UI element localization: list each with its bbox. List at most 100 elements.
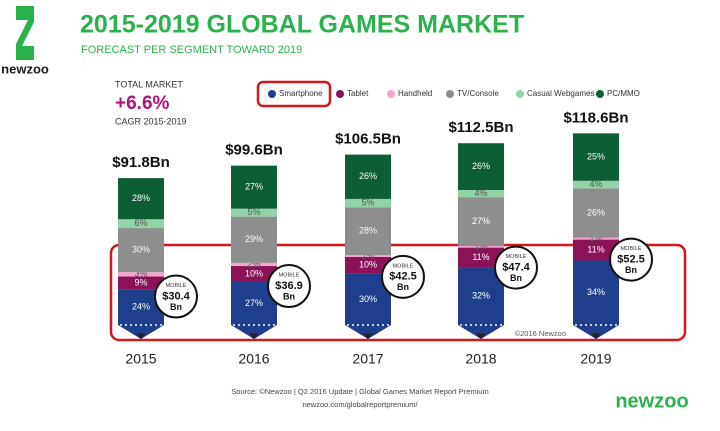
bar-segment <box>345 255 391 257</box>
segment-label: 30% <box>359 294 377 304</box>
bar-segment <box>345 256 391 274</box>
dot <box>120 324 122 326</box>
segment-label: 1% <box>361 250 374 260</box>
mobile-unit: Bn <box>397 282 409 292</box>
legend-swatch <box>336 90 344 98</box>
dot <box>465 324 467 326</box>
legend-swatch <box>268 90 276 98</box>
summary-caption: CAGR 2015-2019 <box>115 116 187 126</box>
year-label: 2019 <box>580 351 611 367</box>
bar-segment <box>458 247 504 268</box>
segment-label: 27% <box>245 298 263 308</box>
segment-label: 26% <box>359 171 377 181</box>
bar-tip-point <box>249 333 259 339</box>
mobile-caption: MOBILE <box>393 263 414 269</box>
dot <box>480 324 482 326</box>
bar-segment <box>345 198 391 208</box>
mobile-caption: MOBILE <box>506 254 527 260</box>
source: Source: ©Newzoo | Q2 2016 Update | Globa… <box>231 387 488 396</box>
bar-segment <box>118 219 164 229</box>
dot <box>268 324 270 326</box>
bar-segment <box>118 276 164 290</box>
bar-segment <box>458 190 504 198</box>
copyright: ©2016 Newzoo <box>515 329 566 338</box>
bar-tip-point <box>136 333 146 339</box>
bar-segment <box>118 228 164 273</box>
total-label: $99.6Bn <box>225 142 283 159</box>
bar-tip <box>458 325 504 339</box>
mobile-value: $47.4 <box>502 262 530 274</box>
dot <box>600 324 602 326</box>
segment-label: 32% <box>472 291 490 301</box>
logo-text: newzoo <box>1 61 49 76</box>
bar-segment <box>345 154 391 199</box>
mobile-badge <box>381 254 425 299</box>
bar-segment <box>231 262 277 267</box>
segment-label: 24% <box>132 302 150 312</box>
mobile-unit: Bn <box>283 291 295 301</box>
footer-logo: newzoo <box>615 390 688 412</box>
mobile-badge <box>154 274 198 319</box>
mobile-unit: Bn <box>510 273 522 283</box>
dot <box>387 324 389 326</box>
logo-mark <box>16 6 34 60</box>
total-label: $118.6Bn <box>563 109 628 126</box>
dot <box>610 324 612 326</box>
dot <box>130 324 132 326</box>
dot <box>248 324 250 326</box>
year-label: 2018 <box>465 351 496 367</box>
segment-label: 4% <box>589 179 602 189</box>
bar-segment <box>231 216 277 263</box>
dot <box>590 324 592 326</box>
segment-label: 34% <box>587 287 605 297</box>
legend-label: TV/Console <box>457 89 499 98</box>
legend-label: Handheld <box>398 89 432 98</box>
bar-segment <box>458 245 504 248</box>
segment-label: 25% <box>587 151 605 161</box>
dot <box>140 324 142 326</box>
dot <box>605 324 607 326</box>
bar-tip <box>231 325 277 339</box>
dot <box>160 324 162 326</box>
mobile-caption: MOBILE <box>621 246 642 252</box>
dot <box>135 324 137 326</box>
mobile-value: $30.4 <box>162 290 190 302</box>
dot <box>372 324 374 326</box>
mobile-unit: Bn <box>170 302 182 312</box>
bar-tip <box>345 325 391 339</box>
segment-label: 27% <box>472 216 490 226</box>
bar-tip <box>118 325 164 339</box>
bar-segment <box>231 266 277 282</box>
dot <box>150 324 152 326</box>
legend-swatch <box>516 90 524 98</box>
mobile-badge <box>609 237 653 282</box>
dot <box>575 324 577 326</box>
segment-label: 29% <box>245 234 263 244</box>
summary-label: TOTAL MARKET <box>115 79 183 89</box>
dot <box>362 324 364 326</box>
dot <box>495 324 497 326</box>
mobile-caption: MOBILE <box>166 283 187 289</box>
bar-segment <box>231 208 277 217</box>
segment-label: 10% <box>245 268 263 278</box>
dot <box>238 324 240 326</box>
mobile-badge <box>267 264 311 309</box>
dot <box>243 324 245 326</box>
bar-segment <box>458 197 504 246</box>
bar-tip-point <box>363 333 373 339</box>
dot <box>125 324 127 326</box>
legend-label: Casual Webgames <box>527 89 594 98</box>
dot <box>155 324 157 326</box>
bar-segment <box>573 188 619 238</box>
dot <box>273 324 275 326</box>
dot <box>470 324 472 326</box>
segment-label: 27% <box>245 182 263 192</box>
dot <box>382 324 384 326</box>
dot <box>490 324 492 326</box>
dot <box>263 324 265 326</box>
chart-title: 2015-2019 GLOBAL GAMES MARKET <box>80 11 524 39</box>
dot <box>352 324 354 326</box>
dot <box>253 324 255 326</box>
dot <box>475 324 477 326</box>
